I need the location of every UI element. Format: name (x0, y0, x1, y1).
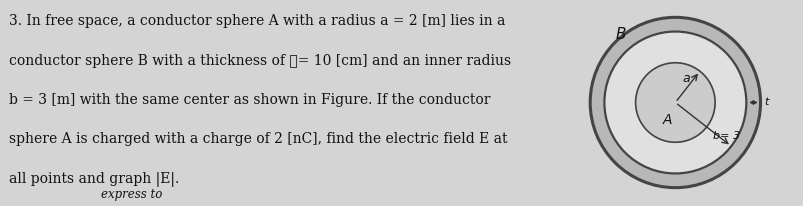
Text: all points and graph |E|.: all points and graph |E|. (9, 171, 179, 186)
Circle shape (589, 18, 760, 188)
Text: b= 3: b= 3 (711, 131, 739, 140)
Text: sphere A is charged with a charge of 2 [nC], find the electric field E at: sphere A is charged with a charge of 2 [… (9, 132, 507, 146)
Text: B: B (615, 27, 626, 42)
Text: conductor sphere B with a thickness of ℓ= 10 [cm] and an inner radius: conductor sphere B with a thickness of ℓ… (9, 54, 510, 68)
Text: a: a (682, 71, 689, 84)
Circle shape (604, 32, 745, 174)
Text: t: t (764, 96, 768, 106)
Text: express to: express to (101, 187, 162, 200)
Text: 3. In free space, a conductor sphere A with a radius a = 2 [m] lies in a: 3. In free space, a conductor sphere A w… (9, 14, 504, 28)
Text: b = 3 [m] with the same center as shown in Figure. If the conductor: b = 3 [m] with the same center as shown … (9, 93, 490, 107)
Circle shape (635, 63, 714, 143)
Text: A: A (662, 113, 671, 127)
